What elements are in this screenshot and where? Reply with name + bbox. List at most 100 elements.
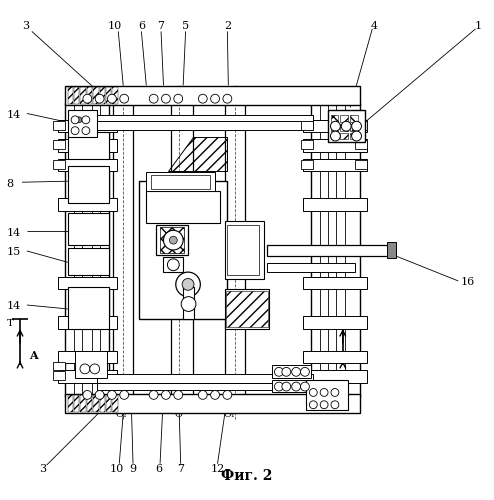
Bar (303, 140, 368, 152)
Bar (301, 160, 313, 169)
Circle shape (282, 368, 290, 376)
Bar (68, 248, 110, 274)
Circle shape (300, 382, 309, 391)
Bar (68, 166, 110, 203)
Circle shape (210, 94, 219, 103)
Bar (350, 132, 358, 140)
Bar (272, 366, 311, 378)
Bar (164, 258, 183, 272)
Text: 1: 1 (474, 22, 482, 32)
Bar (355, 160, 368, 169)
Circle shape (210, 390, 219, 400)
Bar (350, 115, 358, 122)
Circle shape (199, 94, 207, 103)
Bar (303, 350, 368, 363)
Text: 7: 7 (158, 22, 165, 32)
Text: O₁: O₁ (224, 410, 236, 418)
Bar (68, 88, 73, 104)
Bar (303, 198, 368, 210)
Bar (330, 132, 338, 140)
Bar (303, 370, 368, 382)
Bar (160, 228, 184, 253)
Circle shape (169, 236, 177, 244)
Bar (75, 350, 107, 378)
Circle shape (80, 364, 90, 374)
Text: T: T (329, 319, 336, 328)
Bar (340, 115, 348, 122)
Bar (303, 159, 368, 172)
Bar (81, 396, 86, 412)
Circle shape (149, 94, 158, 103)
Bar (97, 374, 313, 382)
Bar (355, 121, 368, 130)
Text: O: O (174, 410, 182, 418)
Circle shape (309, 401, 317, 408)
Bar (93, 396, 99, 412)
Circle shape (223, 390, 232, 400)
Circle shape (83, 94, 92, 103)
Text: 7: 7 (177, 464, 184, 473)
Bar (225, 220, 264, 280)
Bar (328, 110, 365, 142)
Bar (68, 213, 110, 245)
Bar (303, 316, 368, 328)
Circle shape (108, 390, 116, 400)
Bar (146, 172, 215, 191)
Bar (183, 287, 194, 319)
Circle shape (223, 94, 232, 103)
Bar (113, 396, 118, 412)
Bar (151, 175, 210, 188)
Text: A: A (29, 350, 38, 361)
Bar (65, 394, 360, 413)
Bar (330, 115, 338, 122)
Circle shape (164, 230, 183, 250)
Circle shape (275, 382, 284, 391)
Text: O: O (174, 98, 182, 107)
Circle shape (95, 94, 104, 103)
Bar (139, 181, 227, 319)
Bar (267, 245, 389, 256)
Text: 8: 8 (6, 178, 13, 188)
Text: 10: 10 (107, 22, 122, 32)
Bar (97, 382, 313, 390)
Bar (65, 86, 360, 105)
Text: A: A (350, 350, 359, 361)
Bar (311, 102, 360, 398)
Circle shape (149, 390, 158, 400)
Circle shape (71, 126, 79, 134)
Text: O₁: O₁ (224, 98, 236, 107)
Circle shape (181, 296, 196, 312)
Circle shape (320, 388, 328, 396)
Circle shape (162, 94, 170, 103)
Bar (225, 290, 269, 329)
Text: 14: 14 (6, 110, 21, 120)
Bar (58, 316, 117, 328)
Circle shape (82, 126, 90, 134)
Bar (387, 242, 396, 258)
Bar (81, 88, 86, 104)
Circle shape (73, 114, 85, 126)
Bar (58, 198, 117, 210)
Bar (330, 124, 338, 130)
Text: O₂: O₂ (116, 410, 127, 418)
Bar (53, 160, 65, 169)
Bar (68, 396, 73, 412)
Text: 16: 16 (461, 277, 475, 287)
Bar (146, 191, 220, 223)
Circle shape (275, 368, 284, 376)
Bar (58, 120, 117, 132)
Text: 14: 14 (6, 302, 21, 312)
Circle shape (330, 122, 340, 131)
Bar (53, 362, 65, 370)
Circle shape (331, 401, 339, 408)
Circle shape (71, 116, 79, 124)
Bar (303, 120, 368, 132)
Circle shape (76, 117, 82, 123)
Circle shape (174, 390, 183, 400)
Bar (100, 88, 105, 104)
Bar (97, 115, 313, 122)
Bar (87, 396, 92, 412)
Text: 10: 10 (110, 464, 124, 473)
Bar (106, 88, 112, 104)
Circle shape (282, 382, 290, 391)
